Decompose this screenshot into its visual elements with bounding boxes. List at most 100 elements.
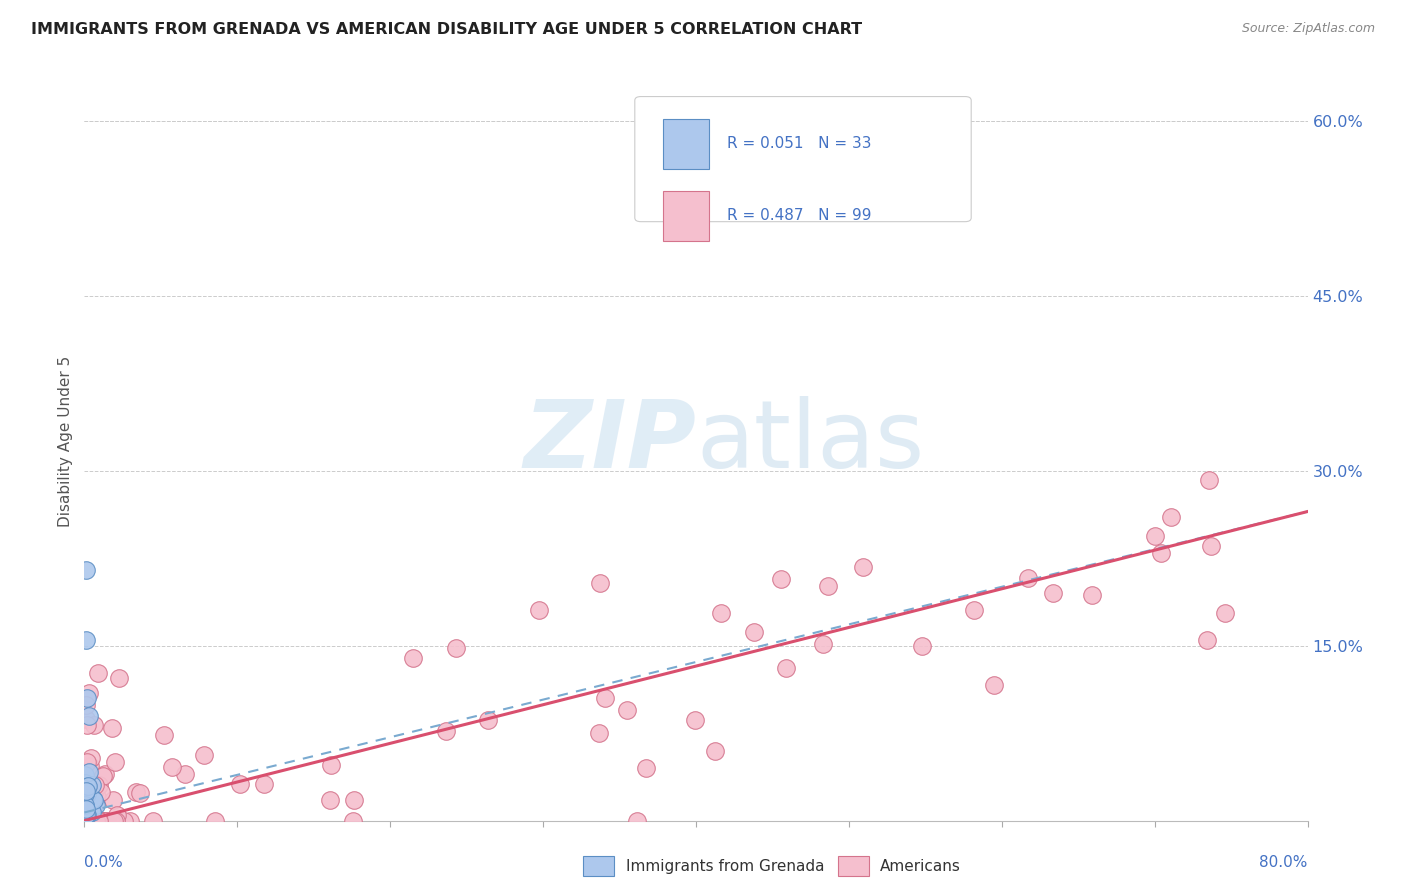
Point [817,579,839,593]
Point [83,717,105,731]
Point [704,744,727,758]
Point [253,777,276,791]
Point [94,766,117,780]
Text: Immigrants from Grenada: Immigrants from Grenada [626,859,824,873]
Point [84,814,107,828]
Point [75,814,97,828]
Point [477,714,499,728]
Text: atlas: atlas [696,395,924,488]
Point [79,790,101,805]
Point [86,814,108,828]
Point [1042,585,1064,599]
Point [87,814,110,828]
Point [153,729,176,743]
Point [89,779,111,793]
Point [80,805,103,819]
Point [77,814,100,828]
Point [105,814,128,828]
Point [636,761,658,775]
Point [75,782,97,797]
Point [84,778,107,792]
Point [1150,546,1173,560]
Point [82,802,104,816]
Point [75,814,97,828]
Point [76,814,98,828]
Point [593,691,616,706]
Point [118,814,141,828]
Point [75,807,97,822]
Point [160,760,183,774]
Point [77,686,100,700]
Point [76,785,98,799]
Point [93,769,115,783]
Point [174,767,197,781]
Point [626,814,648,828]
Text: 80.0%: 80.0% [1260,855,1308,870]
Point [434,724,457,739]
Point [1198,473,1220,487]
Point [73,798,96,813]
Point [75,784,97,798]
Point [73,781,96,796]
Point [527,603,550,617]
Point [76,779,98,793]
Point [83,784,105,798]
Point [79,814,101,828]
Point [86,814,108,828]
Point [86,789,108,804]
Point [73,787,96,801]
Point [77,765,100,780]
Point [94,814,117,828]
Point [76,795,98,809]
Point [100,814,122,828]
Point [710,606,733,620]
Point [76,807,98,822]
Text: IMMIGRANTS FROM GRENADA VS AMERICAN DISABILITY AGE UNDER 5 CORRELATION CHART: IMMIGRANTS FROM GRENADA VS AMERICAN DISA… [31,22,862,37]
Point [742,625,765,640]
Point [87,665,110,680]
Point [76,755,98,769]
Point [75,698,97,712]
Point [319,793,342,807]
Point [112,814,135,828]
Point [75,563,97,577]
Point [1213,606,1236,620]
Point [76,718,98,732]
Point [103,755,125,769]
Point [588,576,610,591]
FancyBboxPatch shape [664,192,710,241]
Point [402,650,425,665]
Point [75,796,97,810]
Point [83,814,105,828]
Point [103,814,125,828]
Point [101,793,124,807]
Point [775,661,797,675]
Point [90,814,112,828]
Point [73,790,96,805]
Point [75,792,97,806]
Text: Americans: Americans [880,859,962,873]
Point [75,777,97,791]
Point [616,703,638,717]
Point [76,779,98,793]
Point [963,603,986,617]
Point [343,792,366,806]
Point [204,814,226,828]
Point [83,793,105,807]
Point [588,726,610,740]
FancyBboxPatch shape [636,96,972,222]
Point [79,750,101,764]
Point [80,778,103,792]
Point [342,814,364,828]
Point [87,814,110,828]
Text: R = 0.051   N = 33: R = 0.051 N = 33 [727,136,872,152]
Point [79,814,101,828]
Point [75,632,97,647]
Text: Source: ZipAtlas.com: Source: ZipAtlas.com [1241,22,1375,36]
Point [911,639,934,653]
Point [82,792,104,806]
Point [77,708,100,723]
Y-axis label: Disability Age Under 5: Disability Age Under 5 [58,356,73,527]
Point [125,785,148,799]
Point [79,759,101,773]
